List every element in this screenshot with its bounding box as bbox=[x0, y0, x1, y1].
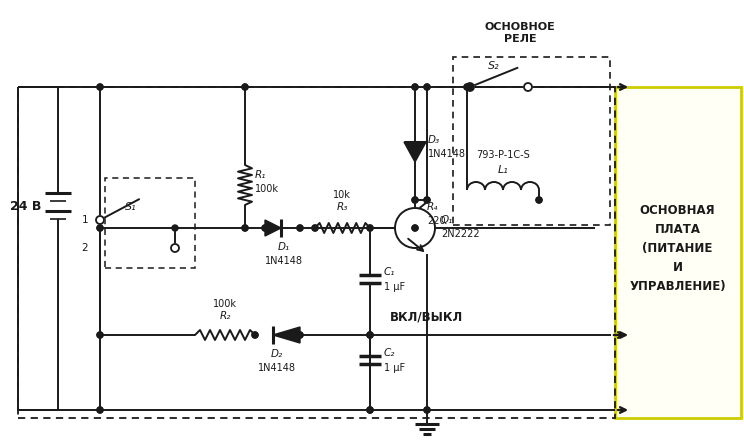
Circle shape bbox=[412, 225, 418, 231]
Circle shape bbox=[97, 84, 103, 90]
Circle shape bbox=[524, 83, 532, 91]
Circle shape bbox=[367, 407, 373, 413]
Circle shape bbox=[467, 84, 473, 90]
Circle shape bbox=[297, 332, 303, 338]
Circle shape bbox=[367, 332, 373, 338]
Circle shape bbox=[412, 84, 418, 90]
Circle shape bbox=[424, 84, 430, 90]
Circle shape bbox=[312, 225, 318, 231]
Text: R₃: R₃ bbox=[336, 202, 347, 212]
Circle shape bbox=[97, 407, 103, 413]
Circle shape bbox=[424, 197, 430, 203]
Circle shape bbox=[242, 225, 248, 231]
Text: C₂: C₂ bbox=[384, 348, 395, 358]
Circle shape bbox=[367, 407, 373, 413]
Text: 2N2222: 2N2222 bbox=[441, 229, 480, 239]
Circle shape bbox=[367, 225, 373, 231]
Circle shape bbox=[464, 84, 470, 90]
Circle shape bbox=[536, 197, 542, 203]
Text: ОСНОВНАЯ
ПЛАТА
(ПИТАНИЕ
И
УПРАВЛЕНИЕ): ОСНОВНАЯ ПЛАТА (ПИТАНИЕ И УПРАВЛЕНИЕ) bbox=[629, 204, 726, 293]
Circle shape bbox=[464, 84, 470, 90]
Circle shape bbox=[367, 225, 373, 231]
Text: R₁: R₁ bbox=[255, 170, 266, 180]
Circle shape bbox=[466, 83, 474, 91]
Circle shape bbox=[242, 84, 248, 90]
Text: D₁: D₁ bbox=[278, 242, 290, 252]
Circle shape bbox=[242, 84, 248, 90]
Text: 793-P-1C-S: 793-P-1C-S bbox=[476, 150, 530, 160]
Text: 1N4148: 1N4148 bbox=[265, 256, 303, 266]
Circle shape bbox=[297, 225, 303, 231]
Text: D₃: D₃ bbox=[428, 135, 440, 145]
Text: 10k: 10k bbox=[333, 190, 351, 200]
Circle shape bbox=[467, 84, 473, 90]
Text: 220: 220 bbox=[427, 216, 446, 226]
Circle shape bbox=[171, 244, 179, 252]
Text: C₁: C₁ bbox=[384, 267, 395, 277]
Circle shape bbox=[412, 225, 418, 231]
Circle shape bbox=[424, 407, 430, 413]
Text: 100k: 100k bbox=[213, 299, 237, 309]
Text: R₂: R₂ bbox=[219, 311, 231, 321]
Bar bbox=[105, 178, 195, 268]
Text: S₁: S₁ bbox=[125, 202, 137, 212]
Circle shape bbox=[424, 407, 430, 413]
Circle shape bbox=[412, 197, 418, 203]
Circle shape bbox=[424, 84, 430, 90]
Circle shape bbox=[412, 197, 418, 203]
Text: Q₁: Q₁ bbox=[441, 215, 453, 225]
Text: 1 μF: 1 μF bbox=[384, 363, 405, 373]
Circle shape bbox=[97, 332, 103, 338]
Circle shape bbox=[242, 225, 248, 231]
Circle shape bbox=[97, 332, 103, 338]
Text: S₂: S₂ bbox=[488, 61, 500, 71]
Bar bbox=[18, 87, 615, 418]
Circle shape bbox=[367, 332, 373, 338]
Circle shape bbox=[424, 197, 430, 203]
Circle shape bbox=[312, 225, 318, 231]
Circle shape bbox=[367, 407, 373, 413]
Text: D₂: D₂ bbox=[271, 349, 283, 359]
Polygon shape bbox=[273, 327, 300, 343]
Text: 1: 1 bbox=[81, 215, 88, 225]
Circle shape bbox=[96, 216, 104, 224]
Text: R₄: R₄ bbox=[427, 202, 438, 212]
Polygon shape bbox=[404, 142, 426, 162]
Circle shape bbox=[97, 84, 103, 90]
Circle shape bbox=[536, 197, 542, 203]
Text: 1N4148: 1N4148 bbox=[428, 149, 466, 159]
Text: ВКЛ/ВЫКЛ: ВКЛ/ВЫКЛ bbox=[390, 310, 464, 323]
Circle shape bbox=[172, 225, 178, 231]
Text: 1 μF: 1 μF bbox=[384, 282, 405, 292]
Circle shape bbox=[297, 225, 303, 231]
Polygon shape bbox=[265, 220, 281, 236]
Text: 100k: 100k bbox=[255, 184, 279, 194]
Text: ОСНОВНОЕ
РЕЛЕ: ОСНОВНОЕ РЕЛЕ bbox=[484, 22, 555, 44]
Text: 24 В: 24 В bbox=[10, 199, 41, 213]
Circle shape bbox=[252, 332, 258, 338]
Text: 2: 2 bbox=[81, 243, 88, 253]
Circle shape bbox=[262, 225, 268, 231]
Bar bbox=[615, 87, 741, 418]
Circle shape bbox=[297, 332, 303, 338]
Circle shape bbox=[97, 407, 103, 413]
Circle shape bbox=[395, 208, 435, 248]
Text: L₁: L₁ bbox=[498, 165, 508, 175]
Text: 1N4148: 1N4148 bbox=[258, 363, 296, 373]
Bar bbox=[453, 57, 610, 225]
Circle shape bbox=[412, 84, 418, 90]
Circle shape bbox=[262, 225, 268, 231]
Circle shape bbox=[97, 225, 103, 231]
Circle shape bbox=[252, 332, 258, 338]
Circle shape bbox=[367, 332, 373, 338]
Circle shape bbox=[97, 225, 103, 231]
